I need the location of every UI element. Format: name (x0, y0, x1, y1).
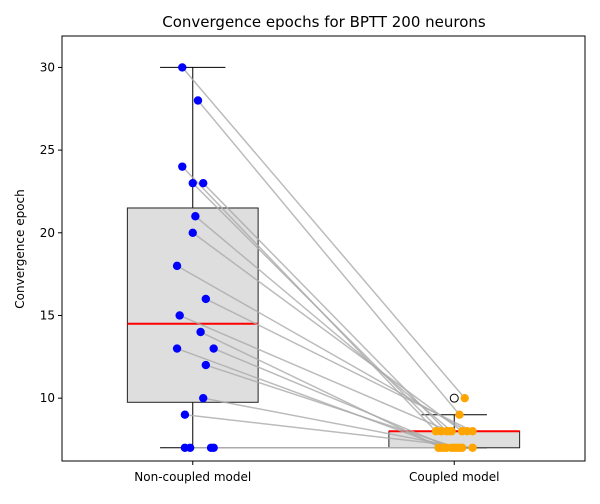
pair-line (200, 331, 442, 449)
y-tick-label: 25 (40, 143, 55, 157)
pair-line (181, 66, 466, 399)
y-axis-label: Convergence epoch (13, 189, 27, 308)
y-tick-label: 20 (40, 226, 55, 240)
non-coupled-point (191, 212, 200, 221)
pair-line (176, 265, 468, 432)
pair-line (192, 232, 463, 432)
pair-line (176, 347, 447, 449)
coupled-point (468, 443, 477, 452)
x-tick-label: Coupled model (409, 470, 499, 484)
non-coupled-point (199, 178, 208, 188)
pair-line (197, 100, 461, 416)
non-coupled-point (172, 261, 182, 271)
pair-line (205, 298, 473, 432)
plot-frame (61, 35, 586, 462)
non-coupled-box (126, 207, 259, 403)
pair-line (205, 364, 458, 449)
y-tick-label: 30 (40, 60, 55, 74)
x-tick-label: Non-coupled model (134, 470, 251, 484)
non-coupled-point (209, 344, 218, 353)
non-coupled-point (188, 178, 197, 188)
non-coupled-point (172, 344, 182, 353)
non-coupled-point (196, 327, 205, 337)
non-coupled-point (188, 228, 197, 237)
non-coupled-point (201, 294, 211, 304)
axes-layer: 10 15 20 25 30 Non-coupled model Coupled model (40, 35, 586, 484)
pair-line (203, 397, 463, 449)
pair-line (192, 182, 442, 432)
non-coupled-point (199, 393, 208, 403)
box-layer (126, 66, 521, 449)
y-tick-label: 10 (40, 391, 55, 405)
non-coupled-point (175, 311, 184, 320)
non-coupled-point (193, 96, 203, 105)
non-coupled-point (201, 360, 211, 370)
non-coupled-point (178, 162, 187, 171)
coupled-point (444, 427, 454, 436)
coupled-point (455, 443, 464, 452)
coupled-point (434, 443, 443, 452)
pair-line (194, 215, 453, 432)
chart-title: Convergence epochs for BPTT 200 neurons (162, 13, 486, 31)
coupled-flier (449, 393, 459, 403)
pair-lines-layer (176, 66, 473, 449)
points-layer (172, 63, 477, 452)
pair-line (213, 347, 452, 449)
y-tick-label: 15 (40, 308, 55, 322)
non-coupled-point (209, 443, 218, 452)
pair-line (184, 413, 473, 449)
non-coupled-point (180, 410, 190, 419)
pair-line (179, 314, 450, 432)
coupled-point (468, 427, 477, 436)
coupled-point (460, 393, 469, 403)
non-coupled-point (178, 63, 187, 72)
non-coupled-point (185, 443, 195, 452)
coupled-point (455, 410, 464, 419)
